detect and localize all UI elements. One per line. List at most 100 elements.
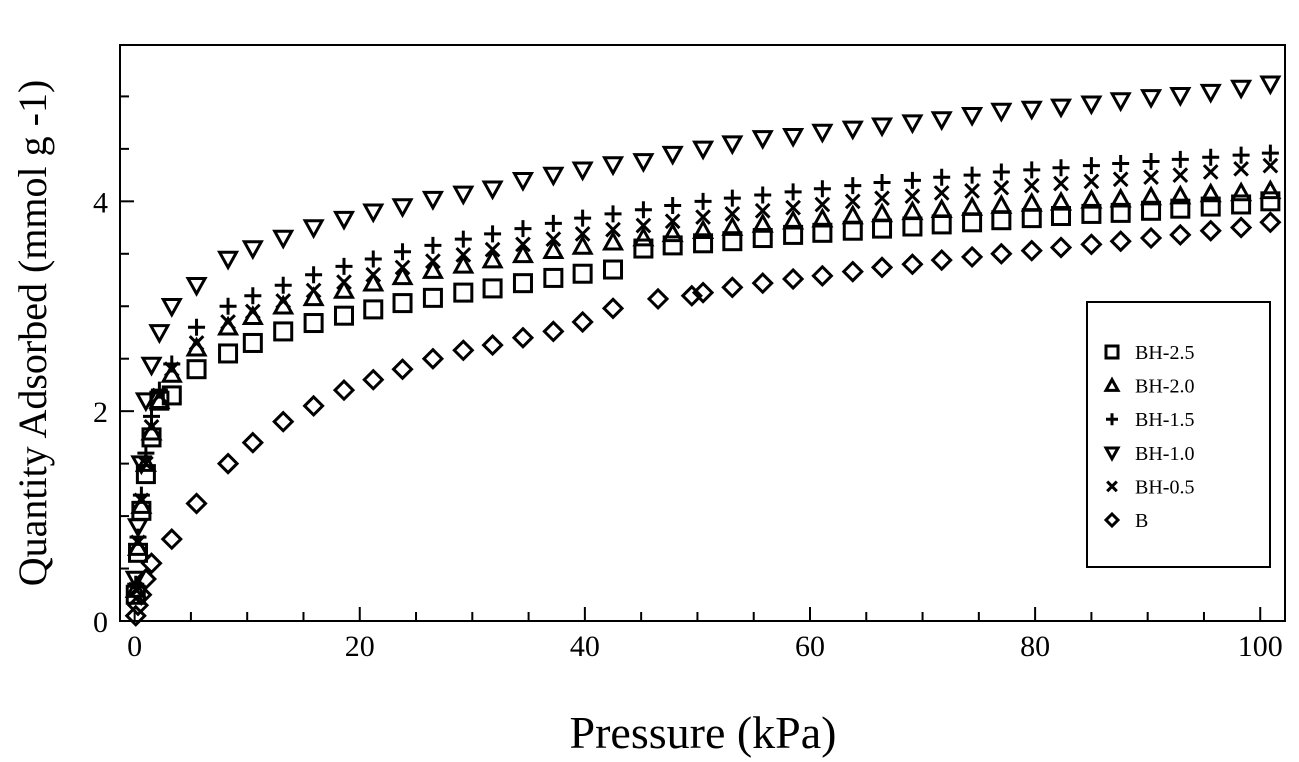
data-point-plus [784,183,802,201]
data-point-diamond [1139,226,1163,250]
data-point-cross [724,206,741,222]
data-point-triangle-up [751,212,774,233]
data-point-cross [130,534,146,551]
data-point-triangle-down [782,127,805,148]
data-point-diamond [646,287,670,311]
data-point-square [1051,206,1072,227]
data-point-cross [515,236,531,253]
data-point-plus [1052,159,1070,177]
data-point-cross [1233,160,1249,177]
y-tick-label: 2 [93,396,108,429]
data-point-triangle-down [930,111,953,132]
data-point-diamond [185,492,208,515]
data-point-square [453,282,474,303]
data-point-square [1141,200,1162,221]
data-point-diamond [452,339,475,362]
data-point-triangle-up [1109,187,1132,208]
data-point-triangle-up [1140,185,1163,206]
data-point-diamond [781,267,805,291]
data-point-triangle-down [1230,79,1253,100]
data-point-cross [394,259,411,276]
data-point-diamond [134,567,158,591]
data-point-square [872,218,893,239]
data-point-cross [574,225,591,242]
data-point-square [482,278,503,299]
data-point-cross [336,274,352,290]
data-point-diamond [990,242,1013,265]
data-point-triangle-down [990,102,1013,123]
data-point-plus [1023,161,1041,179]
data-point-triangle-up [841,204,864,225]
data-point-plus [188,318,206,336]
legend-item: BH-1.0 [1103,443,1194,465]
data-point-triangle-up [990,193,1013,214]
data-point-triangle-down [148,324,171,345]
data-point-cross [1112,171,1129,188]
data-point-cross [605,221,621,238]
data-point-diamond [811,264,834,287]
data-point-triangle-up [571,234,594,255]
data-point-plus [604,205,622,223]
data-point-square [161,385,182,406]
legend-item: B [1103,510,1148,532]
legend-item: BH-2.0 [1103,376,1194,398]
data-point-triangle-down [1140,89,1163,110]
data-point-diamond [241,431,264,454]
data-point-cross [904,188,921,204]
data-point-triangle-up [134,452,157,472]
data-point-triangle-down [751,130,774,150]
x-tick-label: 20 [345,630,375,663]
data-point-triangle-down [421,190,444,211]
data-point-triangle-down [452,185,475,206]
data-point-cross [133,492,150,509]
data-point-triangle-down [332,210,356,231]
data-point-triangle-down [1020,100,1043,121]
series-bh-1-0 [124,75,1282,591]
data-point-square [218,343,239,364]
data-point-square [512,273,533,294]
data-point-plus [1171,150,1189,168]
data-point-cross [1053,175,1069,192]
legend-label: BH-2.5 [1135,342,1194,364]
data-point-triangle-up [1080,188,1103,209]
data-point-triangle-up [782,209,805,230]
data-point-triangle-down [1080,95,1103,116]
legend-item: BH-0.5 [1106,476,1194,498]
data-point-square [1170,198,1191,219]
data-point-triangle-down [217,250,240,271]
data-point-plus [364,250,382,268]
series-bh-0-5 [127,157,1279,598]
data-point-triangle-up [870,202,894,223]
data-point-cross [695,209,711,225]
data-point-cross [425,253,441,269]
data-point-cross [964,182,980,199]
data-point-diamond [721,276,744,299]
data-point-triangle-down [241,240,264,261]
data-point-square [273,321,294,342]
data-point-diamond [1109,230,1132,253]
data-point-diamond [511,326,535,349]
data-point-cross [163,361,180,378]
data-point-diamond [691,281,715,304]
data-point-plus [394,243,412,261]
data-point-diamond [1020,239,1043,262]
data-point-cross [635,217,652,234]
data-point-plus [903,171,921,189]
data-point-triangle-up [811,207,834,228]
data-point-triangle-down [185,276,208,297]
data-point-plus [754,186,772,204]
data-point-triangle-down [126,518,150,539]
legend-marker-diamond [1103,511,1121,529]
legend-label: B [1135,510,1148,532]
data-point-diamond [930,248,953,272]
data-point-square [543,267,564,288]
data-point-diamond [332,379,356,402]
data-point-diamond [302,394,325,418]
data-point-cross [933,185,950,201]
data-point-triangle-up [661,222,684,243]
data-point-plus [933,168,951,186]
y-axis-label: Quantity Adsorbed (mmol g -1) [10,80,55,587]
data-point-cross [455,246,472,263]
data-point-cross [1083,173,1100,190]
